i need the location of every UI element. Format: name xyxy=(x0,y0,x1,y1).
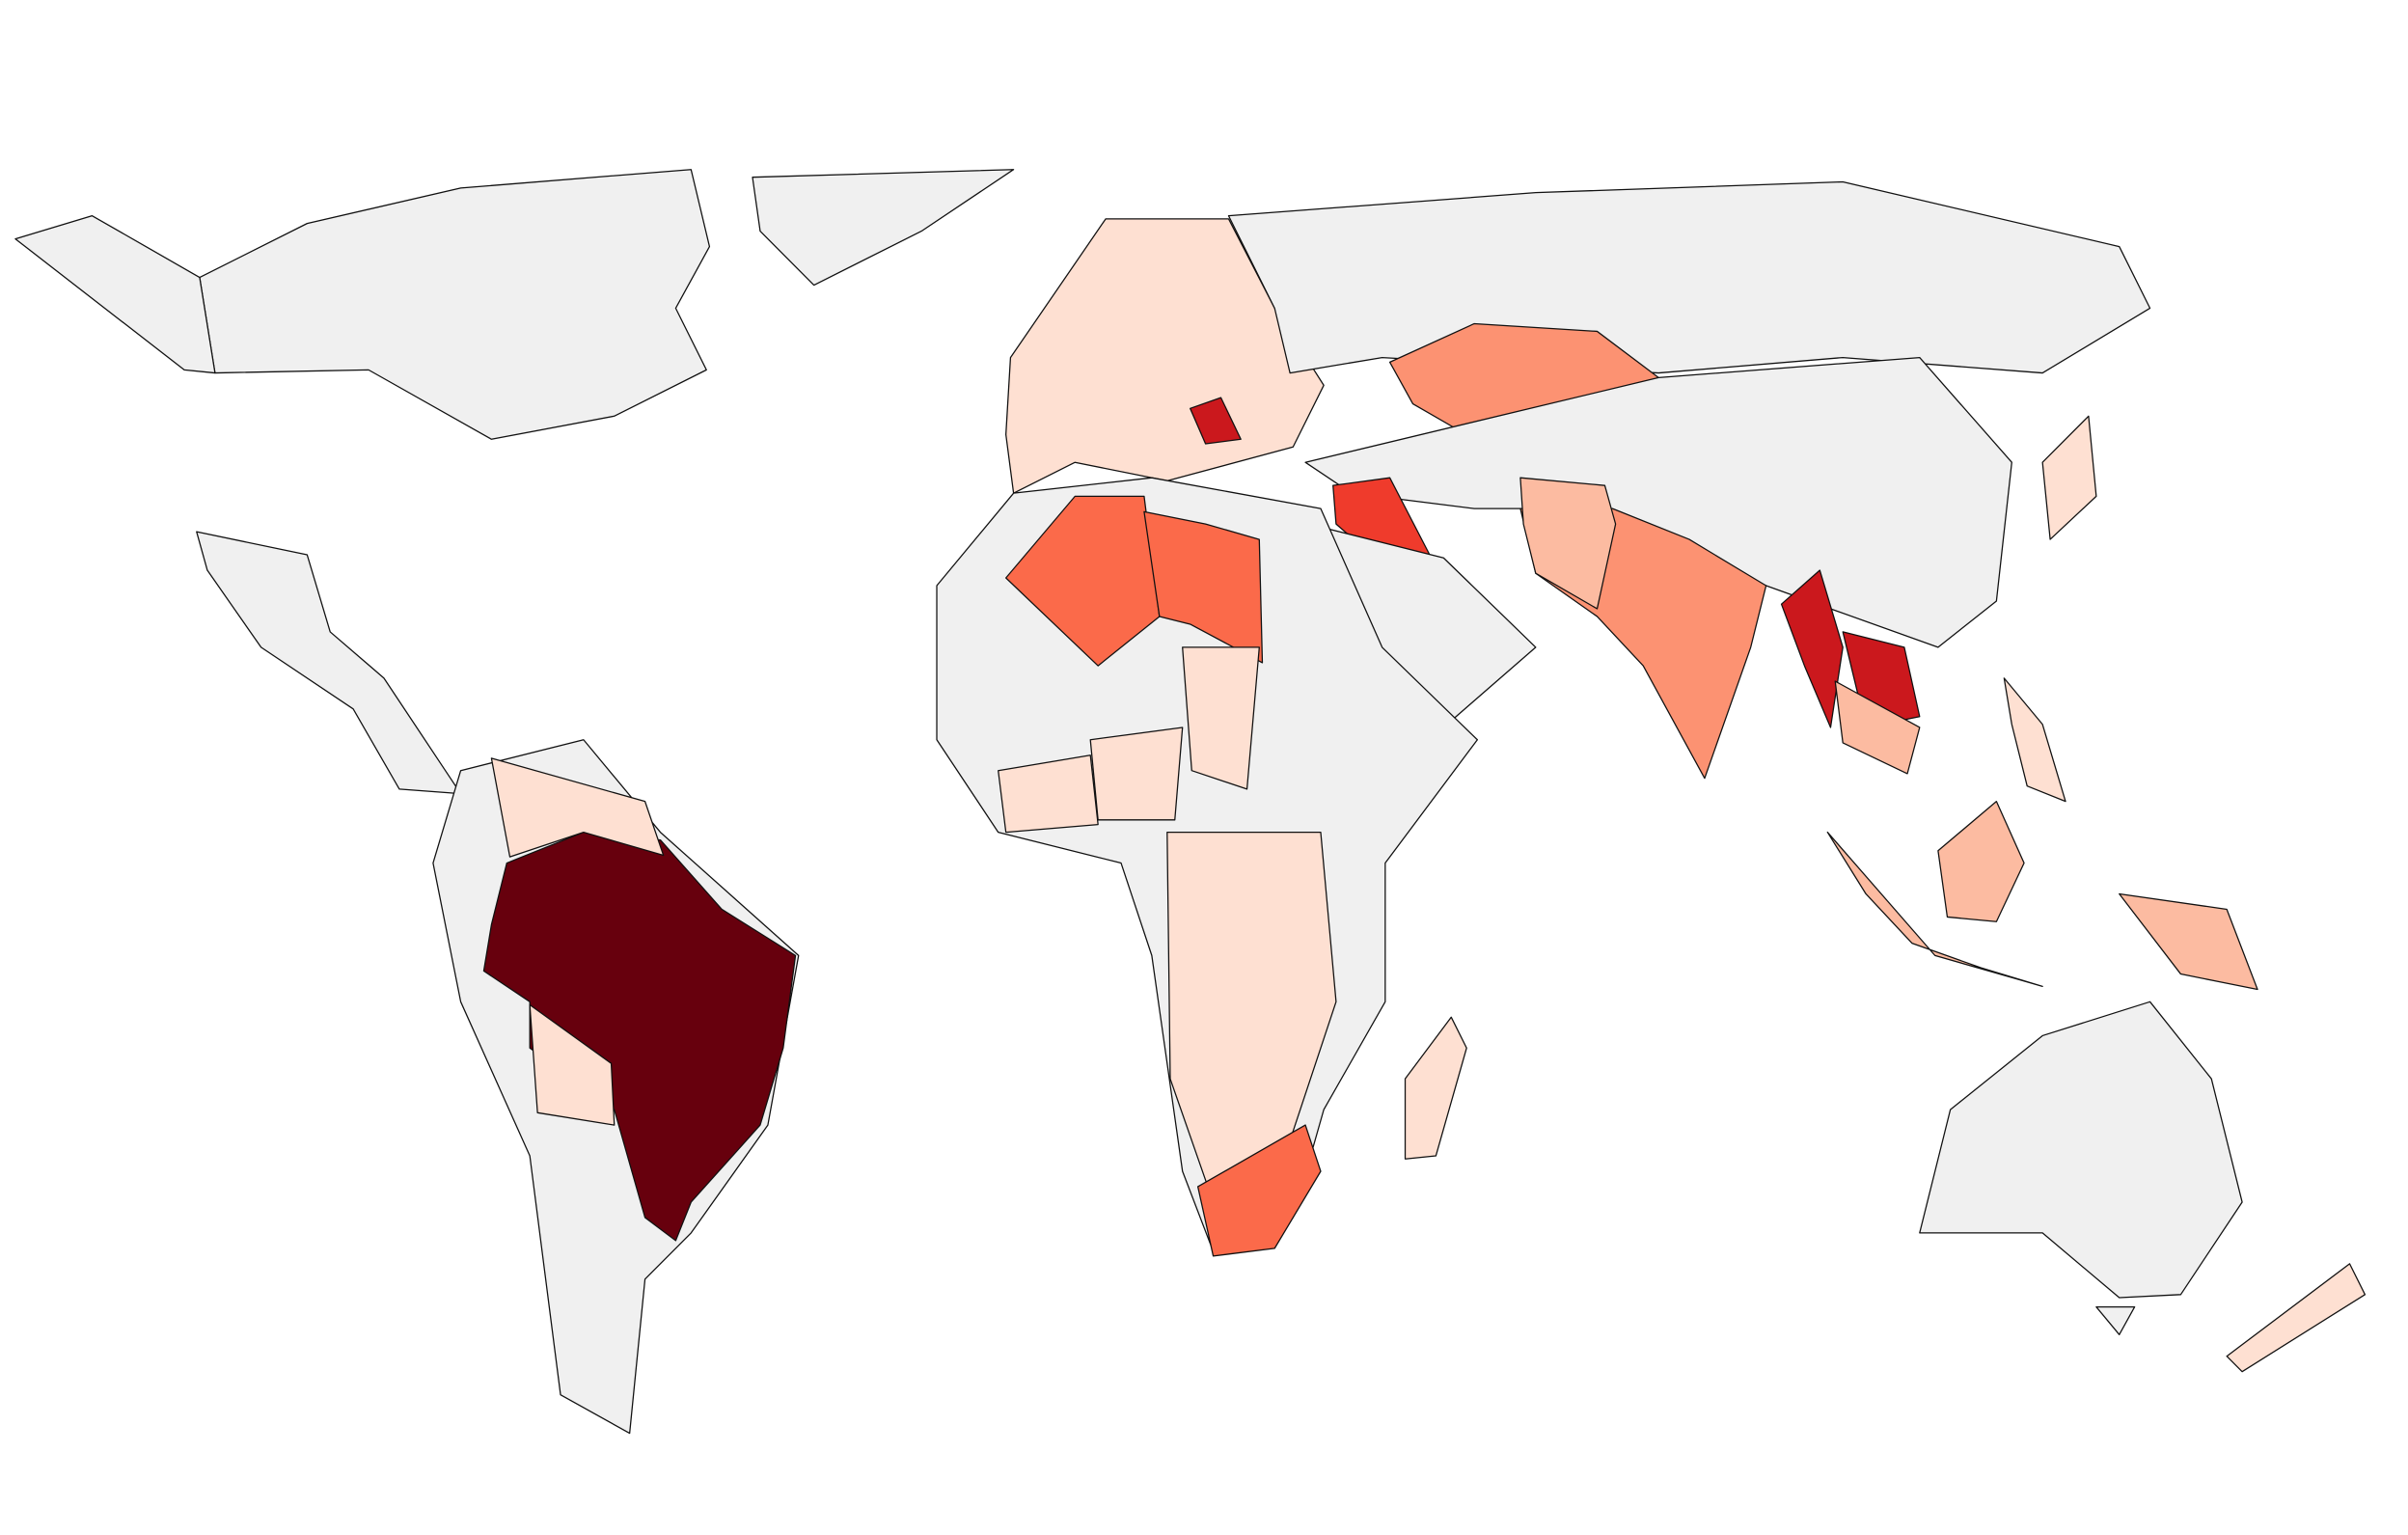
region-madagascar xyxy=(1404,1016,1467,1160)
region-new-zealand xyxy=(2226,1263,2367,1373)
region-russia xyxy=(1227,180,2151,374)
region-central-america xyxy=(196,531,462,795)
region-alaska xyxy=(14,214,216,374)
region-libya xyxy=(1143,510,1264,664)
region-bolivia xyxy=(529,1003,616,1126)
country-regions xyxy=(14,169,2367,1435)
region-nigeria xyxy=(1089,726,1184,821)
region-north-america xyxy=(199,169,711,440)
region-tasmania xyxy=(2095,1305,2136,1335)
region-west-africa-coast xyxy=(998,754,1099,834)
region-venezuela-guianas xyxy=(490,757,665,858)
region-borneo-sulawesi xyxy=(1937,801,2025,922)
region-indonesia-west xyxy=(1826,831,2043,987)
region-brazil xyxy=(482,831,797,1242)
region-sudan-chad xyxy=(1182,646,1260,790)
region-japan xyxy=(2041,415,2097,540)
region-mainland-southeast-asia xyxy=(1834,680,1921,775)
region-greenland xyxy=(752,169,1015,287)
region-pakistan-afghanistan xyxy=(1519,477,1617,610)
region-papua-new-guinea xyxy=(2119,892,2258,991)
region-europe xyxy=(1005,218,1325,494)
region-australia xyxy=(1919,1000,2243,1299)
region-balkans xyxy=(1190,397,1242,445)
region-philippines xyxy=(2003,677,2066,803)
region-east-asia xyxy=(1304,356,2012,648)
region-south-africa xyxy=(1196,1124,1322,1257)
